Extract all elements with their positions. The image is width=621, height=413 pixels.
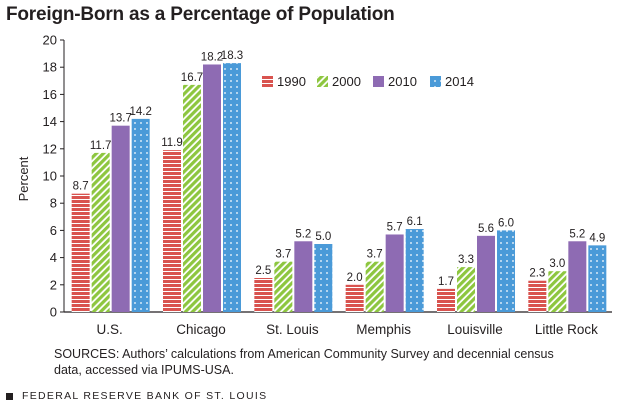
legend-label-2010: 2010 [388,74,417,89]
bar-2014-little-rock [588,245,607,312]
bar-2010-louisville [477,235,495,312]
bar-2000-u-s- [91,152,110,312]
x-tick-label: Louisville [447,322,503,337]
bars: 8.7 11.7 13.714.2 11.9 16.7 18.218.3 2.5 3.7 5.2… [71,50,607,313]
legend-swatch-2000 [317,76,328,87]
data-label: 6.1 [407,216,423,228]
data-label: 11.7 [90,140,112,152]
bar-2010-memphis [385,234,404,312]
data-label: 14.2 [129,106,151,118]
chart-title: Foreign-Born as a Percentage of Populati… [6,4,395,25]
data-label: 2.5 [255,265,271,277]
data-label: 4.9 [589,232,605,244]
data-label: 5.7 [387,221,403,233]
legend-swatch-1990 [262,76,273,87]
bar-2000-st-louis [274,261,293,312]
data-label: 18.2 [201,51,223,63]
y-tick-label: 14 [43,114,57,129]
footer: FEDERAL RESERVE BANK OF ST. LOUIS [6,390,267,402]
sources-note: SOURCES: Authors’ calculations from Amer… [54,347,554,377]
bar-2000-little-rock [548,271,567,312]
data-label: 6.0 [498,217,514,229]
bar-2010-chicago [203,64,221,312]
data-label: 3.0 [549,258,565,270]
data-label: 3.7 [367,249,383,261]
y-tick-label: 10 [43,169,57,184]
x-tick-label: Little Rock [535,322,598,337]
legend-swatch-2010 [373,76,384,87]
data-label: 11.9 [161,137,183,149]
bar-2010-u-s- [111,125,130,313]
data-label: 5.2 [295,228,311,240]
footer-square-icon [6,392,13,400]
legend-label-2000: 2000 [332,74,361,89]
y-tick-label: 0 [50,305,57,320]
data-label: 16.7 [181,72,203,84]
data-label: 5.0 [315,231,331,243]
bar-1990-chicago [163,150,181,312]
y-tick-label: 18 [43,60,57,75]
bar-2014-st-louis [314,244,333,312]
y-tick-label: 4 [50,250,57,265]
data-label: 1.7 [438,276,454,288]
bar-2010-little-rock [568,241,587,312]
y-tick-label: 12 [43,141,57,156]
axes: 0 2 4 6 8 10 12 14 16 18 20 U.S. Chicago St. Louis Mem… [43,33,612,337]
bar-2014-memphis [405,229,424,312]
bar-1990-little-rock [528,280,547,312]
legend-label-2014: 2014 [445,74,474,89]
x-tick-label: Chicago [176,322,226,337]
x-tick-label: Memphis [356,322,411,337]
y-tick-label: 8 [50,196,57,211]
data-label: 5.2 [569,228,585,240]
footer-text: FEDERAL RESERVE BANK OF ST. LOUIS [22,390,268,402]
bar-2010-st-louis [294,241,313,312]
legend-swatch-2014 [430,76,441,87]
bar-2000-memphis [365,261,384,312]
bar-2000-louisville [457,267,475,312]
bar-chart: 0 2 4 6 8 10 12 14 16 18 20 U.S. Chicago St. Louis Mem… [16,33,612,337]
bar-1990-u-s- [71,193,90,312]
data-label: 3.3 [458,254,474,266]
data-label: 5.6 [478,223,494,235]
y-tick-label: 2 [50,277,57,292]
bar-1990-st-louis [254,278,273,312]
data-label: 13.7 [109,113,131,125]
y-tick-label: 16 [43,87,57,102]
bar-1990-louisville [437,288,455,312]
bar-2014-louisville [497,230,515,312]
bar-2000-chicago [183,84,201,312]
y-tick-label: 20 [43,33,57,48]
data-label: 2.3 [529,268,545,280]
data-label: 3.7 [275,249,291,261]
bar-2014-u-s- [131,118,150,312]
legend: 1990 2000 2010 2014 [262,74,474,89]
data-label: 18.3 [221,50,243,62]
y-tick-label: 6 [50,223,57,238]
x-tick-label: U.S. [97,322,123,337]
x-tick-label: St. Louis [266,322,319,337]
data-label: 8.7 [73,181,89,193]
data-label: 2.0 [347,272,363,284]
legend-label-1990: 1990 [277,74,306,89]
bar-2014-chicago [223,63,241,313]
bar-1990-memphis [345,284,364,312]
y-axis-label: Percent [16,156,31,201]
